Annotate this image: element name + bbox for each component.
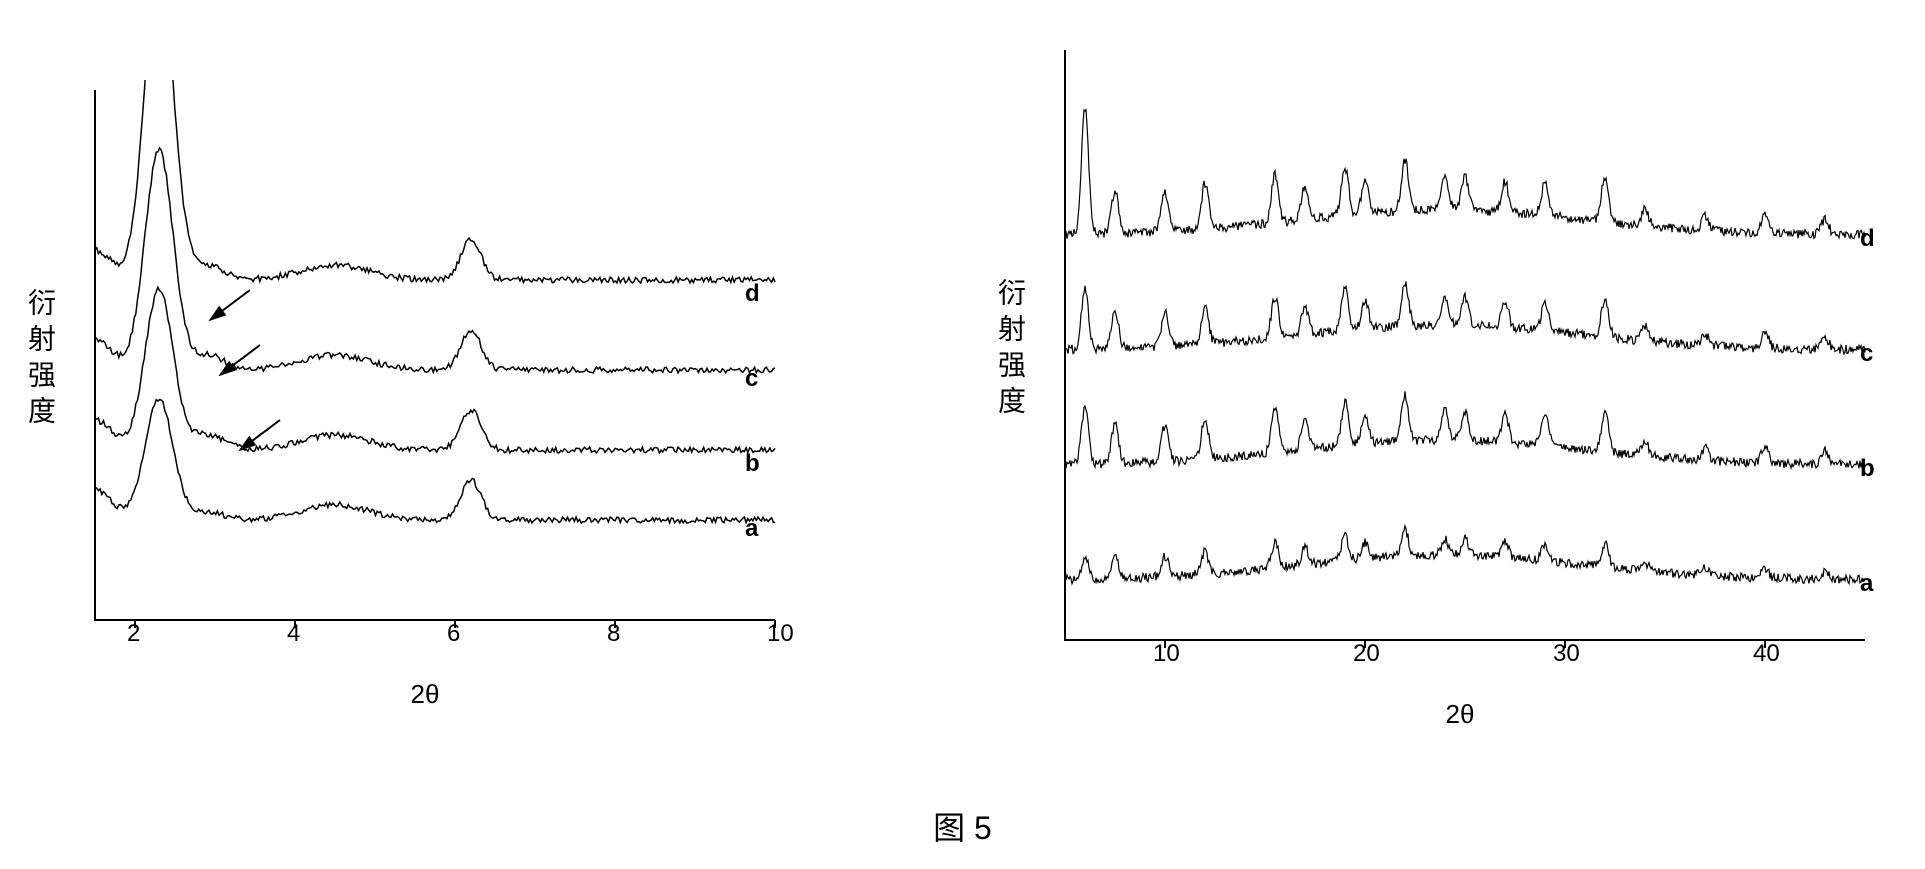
x-tick-label: 40 <box>1753 640 1780 668</box>
right-chart-box: 10203040 2θ dcba <box>1035 40 1885 660</box>
trace-label: d <box>745 280 760 308</box>
x-tick-label: 30 <box>1553 640 1580 668</box>
trace-label: c <box>1860 340 1873 368</box>
left-x-ticks: 246810 <box>65 620 785 650</box>
trace-label: a <box>745 515 758 543</box>
x-tick-label: 6 <box>447 620 460 648</box>
right-x-label: 2θ <box>1446 699 1475 730</box>
left-y-label: 衍射强度 <box>20 288 60 432</box>
left-x-label: 2θ <box>411 679 440 710</box>
x-tick-label: 8 <box>607 620 620 648</box>
x-tick-label: 20 <box>1353 640 1380 668</box>
trace-label: b <box>745 450 760 478</box>
right-chart-svg <box>1035 40 1885 660</box>
trace-label: c <box>745 365 758 393</box>
trace-label: a <box>1860 570 1873 598</box>
left-chart-svg <box>65 80 785 640</box>
x-tick-label: 10 <box>1153 640 1180 668</box>
right-y-label: 衍射强度 <box>990 278 1030 422</box>
left-chart-container: 衍射强度 246810 2θ dcba <box>20 80 785 640</box>
right-x-ticks: 10 20 30 40 <box>1035 640 1885 670</box>
trace-label: b <box>1860 455 1875 483</box>
x-tick-label: 4 <box>287 620 300 648</box>
x-tick-label: 10 <box>767 620 794 648</box>
left-chart-box: 246810 2θ dcba <box>65 80 785 640</box>
right-chart-container: 衍射强度 10203040 2θ dcba <box>990 40 1885 660</box>
x-tick-label: 2 <box>127 620 140 648</box>
figure-caption: 图 5 <box>933 803 992 849</box>
trace-label: d <box>1860 225 1875 253</box>
